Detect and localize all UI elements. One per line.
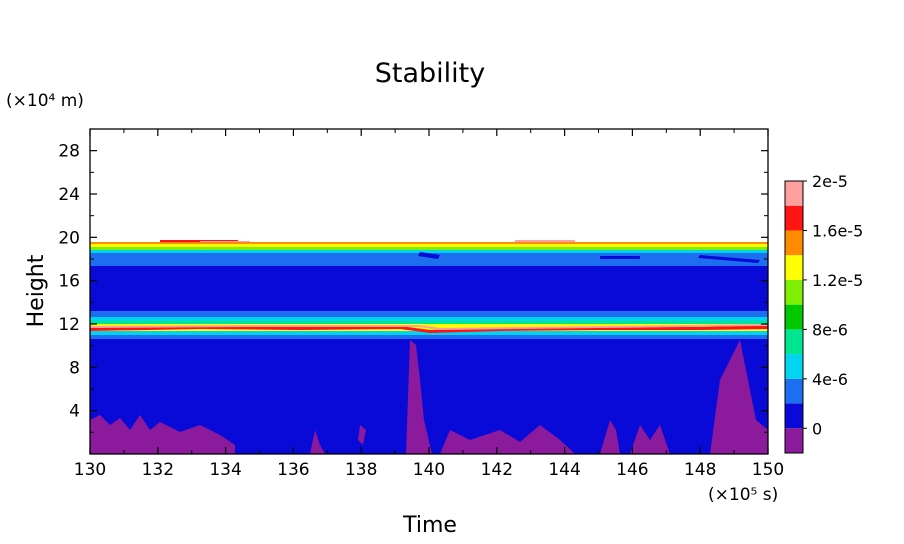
colorbar-frame (784, 180, 804, 454)
x-tick-label: 142 (481, 460, 513, 480)
chart-title: Stability (375, 58, 486, 89)
x-tick-label: 140 (413, 460, 445, 480)
colorbar-swatch (785, 378, 803, 404)
x-tick-label: 146 (616, 460, 648, 480)
contour-tropopause-edge-up (90, 310, 768, 317)
x-tick-label: 144 (548, 460, 580, 480)
y-tick-label: 28 (58, 142, 80, 162)
y-unit-label: (×10⁴ m) (6, 91, 84, 111)
x-tick-label: 136 (277, 460, 309, 480)
contour-tropopause-pink-line (90, 324, 768, 330)
colorbar-label: 4e-6 (812, 370, 848, 389)
contour-tropopause-green (90, 320, 768, 324)
contour-tropopause-cyan-up (90, 316, 768, 321)
x-unit-label: (×10⁵ s) (708, 485, 778, 505)
colorbar (784, 180, 804, 454)
colorbar-label: 2e-5 (812, 172, 848, 191)
y-tick-label: 4 (69, 402, 80, 422)
contour-upper-edge (90, 252, 768, 266)
colorbar-swatch (785, 304, 803, 330)
y-tick-label: 24 (58, 185, 80, 205)
x-tick-label: 148 (684, 460, 716, 480)
y-tick-label: 16 (58, 272, 80, 292)
contour-upper-orange (90, 242, 768, 244)
colorbar-label: 0 (812, 419, 822, 438)
x-tick-label: 134 (209, 460, 241, 480)
colorbar-label: 8e-6 (812, 320, 848, 339)
colorbar-swatch (785, 181, 803, 206)
colorbar-swatch (785, 403, 803, 429)
y-tick-label: 20 (58, 228, 80, 248)
colorbar-label: 1.2e-5 (812, 271, 863, 290)
colorbar-label: 1.6e-5 (812, 221, 863, 240)
y-axis-ticks: 4 8 12 16 20 24 28 (58, 142, 768, 433)
contour-tropopause-edge-low (90, 333, 768, 339)
x-tick-label: 138 (345, 460, 377, 480)
x-tick-label: 150 (752, 460, 784, 480)
contour-upper-yellow (90, 243, 768, 247)
y-axis-label: Height (24, 254, 49, 327)
colorbar-swatch (785, 329, 803, 355)
x-tick-label: 130 (74, 460, 106, 480)
y-tick-label: 12 (58, 315, 80, 335)
colorbar-swatch (785, 428, 803, 453)
x-axis-label: Time (402, 513, 457, 538)
x-axis-ticks: 130 132 134 136 138 140 142 144 146 148 150 (74, 129, 784, 480)
colorbar-labels: 0 4e-6 8e-6 1.2e-5 1.6e-5 2e-5 (803, 172, 863, 438)
plot-area (90, 129, 768, 454)
contour-upper-cyan (90, 249, 768, 253)
colorbar-swatch (785, 279, 803, 305)
contour-surface-negative (90, 340, 768, 454)
contour-stratosphere (90, 265, 768, 311)
colorbar-swatch (785, 205, 803, 231)
colorbar-swatch (785, 230, 803, 256)
y-tick-label: 8 (69, 358, 80, 378)
contour-upper-green (90, 246, 768, 250)
x-tick-label: 132 (142, 460, 174, 480)
colorbar-swatch (785, 354, 803, 379)
colorbar-swatch (785, 255, 803, 280)
